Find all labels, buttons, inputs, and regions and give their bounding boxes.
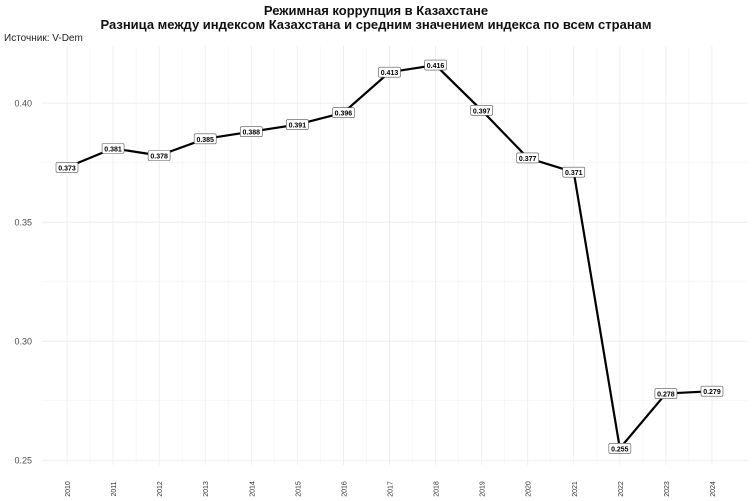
- x-tick-label: 2015: [295, 481, 302, 497]
- x-tick-label: 2018: [434, 481, 441, 497]
- x-tick-label: 2012: [157, 481, 164, 497]
- x-tick-label: 2011: [111, 481, 118, 496]
- svg-text:0.413: 0.413: [381, 70, 399, 77]
- x-tick-label: 2014: [249, 481, 256, 497]
- svg-text:0.381: 0.381: [104, 146, 122, 153]
- data-label: 0.388: [239, 126, 263, 138]
- x-tick-label: 2016: [341, 481, 348, 497]
- chart-title: Режимная коррупция в Казахстане: [263, 3, 489, 18]
- data-label: 0.397: [470, 104, 493, 116]
- data-label: 0.413: [378, 66, 401, 78]
- data-label: 0.279: [700, 385, 724, 397]
- x-tick-label: 2024: [710, 481, 717, 497]
- svg-text:0.377: 0.377: [519, 156, 537, 163]
- y-axis: 0.25 0.30 0.35 0.40: [14, 99, 32, 466]
- x-tick-label: 2021: [572, 481, 579, 497]
- svg-text:0.278: 0.278: [657, 392, 675, 399]
- data-label: 0.255: [608, 443, 632, 454]
- svg-text:0.416: 0.416: [427, 63, 445, 70]
- svg-text:0.385: 0.385: [196, 137, 214, 144]
- x-tick-label: 2019: [480, 481, 487, 497]
- svg-text:0.388: 0.388: [243, 130, 261, 137]
- x-axis: 2010 2011 2012 2013 2014 2015 2016 2017 2018 2019…: [65, 481, 717, 497]
- data-label: 0.385: [193, 133, 217, 145]
- svg-text:0.255: 0.255: [611, 446, 629, 453]
- x-tick-label: 2013: [203, 481, 210, 497]
- data-label: 0.381: [101, 143, 125, 154]
- grid: [42, 46, 748, 465]
- data-label: 0.378: [147, 150, 171, 161]
- data-label: 0.371: [562, 166, 586, 178]
- data-label: 0.396: [332, 107, 355, 118]
- data-label: 0.416: [424, 59, 447, 71]
- x-tick-label: 2022: [618, 481, 625, 497]
- data-label: 0.391: [286, 119, 309, 130]
- y-tick-label: 0.35: [14, 218, 32, 228]
- x-tick-label: 2023: [664, 481, 671, 497]
- x-tick-label: 2020: [526, 481, 533, 497]
- svg-text:0.391: 0.391: [289, 123, 307, 130]
- svg-text:0.397: 0.397: [473, 108, 491, 115]
- svg-text:0.371: 0.371: [565, 170, 583, 177]
- data-label: 0.377: [516, 152, 540, 164]
- data-labels: 0.373 0.381 0.378 0.385 0.388 0.391 0.396 0.413…: [55, 59, 724, 454]
- x-tick-label: 2017: [387, 481, 394, 497]
- svg-text:0.279: 0.279: [703, 389, 721, 396]
- y-tick-label: 0.25: [14, 456, 32, 466]
- y-tick-label: 0.40: [14, 99, 32, 109]
- source-note: Источник: V-Dem: [4, 33, 83, 44]
- chart-subtitle: Разница между индексом Казахстана и сред…: [100, 17, 652, 32]
- svg-text:0.378: 0.378: [150, 154, 168, 161]
- data-label: 0.278: [654, 388, 678, 399]
- x-tick-label: 2010: [65, 481, 72, 497]
- y-tick-label: 0.30: [14, 337, 32, 347]
- svg-text:0.373: 0.373: [58, 165, 76, 172]
- data-label: 0.373: [55, 162, 79, 173]
- svg-text:0.396: 0.396: [335, 111, 353, 118]
